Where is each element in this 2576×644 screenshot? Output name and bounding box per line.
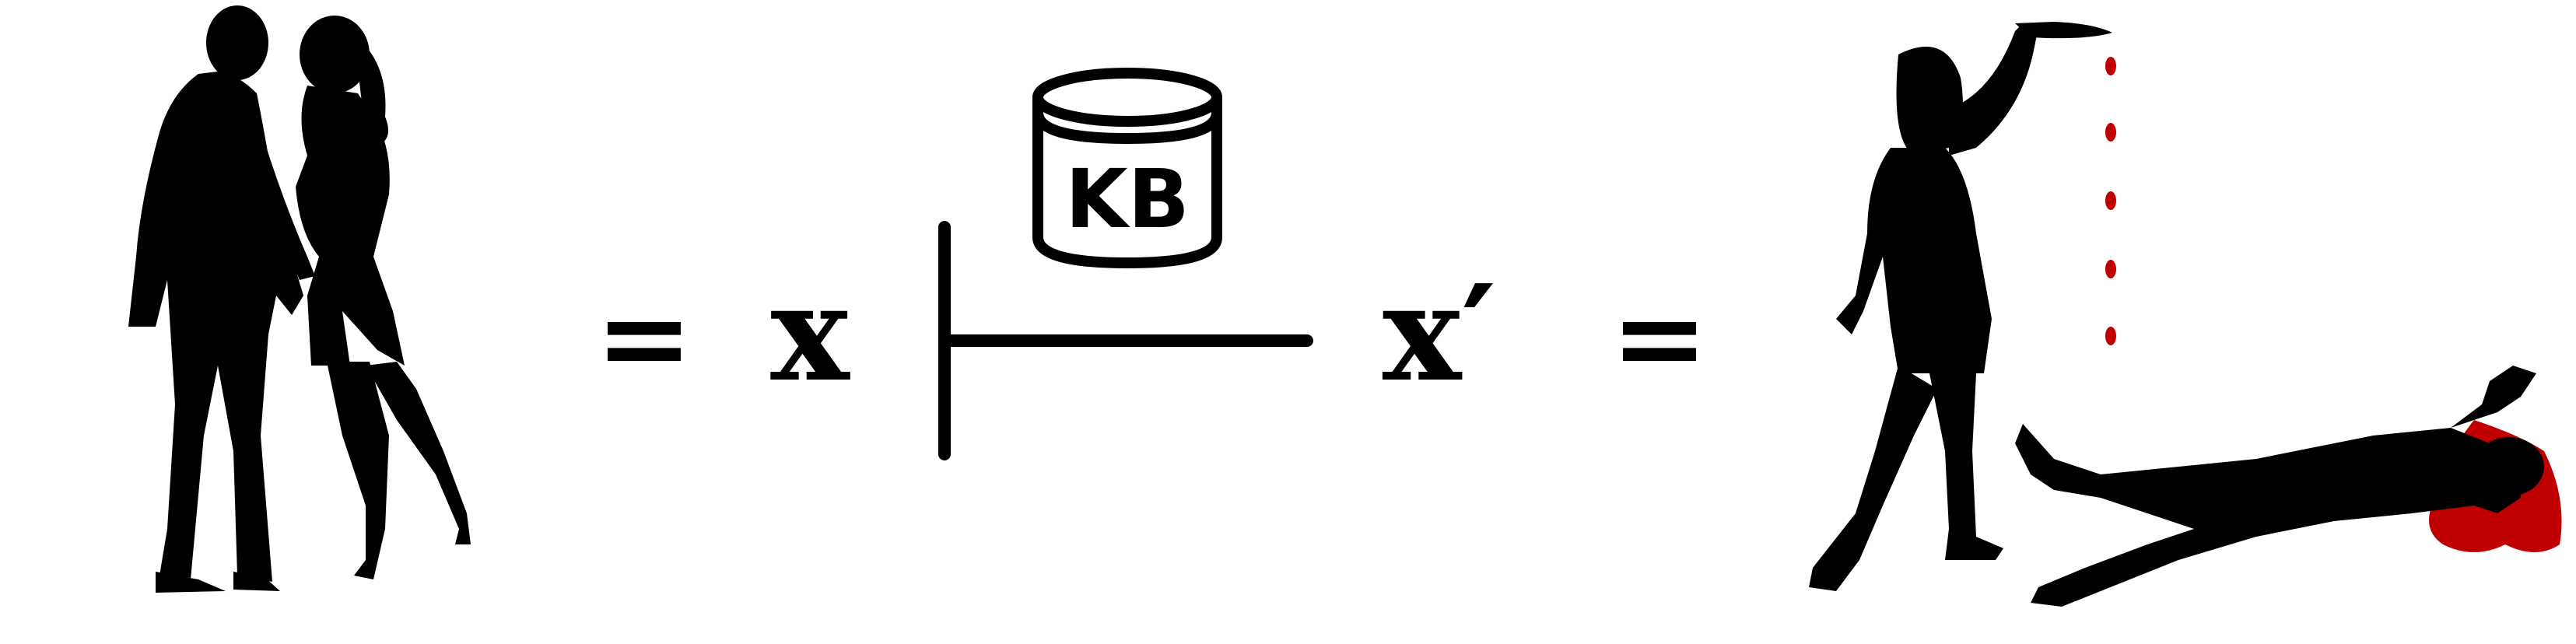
couple-kissing-silhouette <box>128 5 471 593</box>
knowledge-base-label: KB <box>1065 152 1190 247</box>
stabbing-scene-silhouette <box>1809 22 2562 607</box>
turnstile-symbol <box>938 221 1313 460</box>
equals-sign-right: = <box>1610 269 1709 406</box>
knowledge-base-database-icon: KB <box>1032 68 1222 269</box>
blood-drops <box>2105 57 2116 345</box>
output-variable-x-prime: x′ <box>1383 256 1496 411</box>
equals-sign-left: = <box>595 269 693 406</box>
input-variable-x: x <box>770 256 850 411</box>
